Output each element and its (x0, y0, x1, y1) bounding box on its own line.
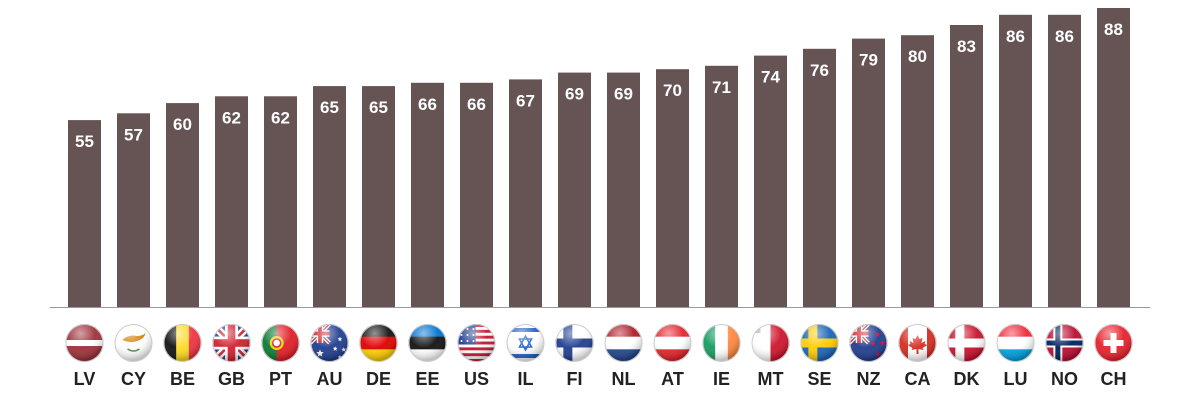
category-label-no: NO (1051, 369, 1078, 389)
category-labels-group: LV CY BE GB PT AU DE EE US IL FI NL AT IE MT SE NZ CA DK LU… (74, 369, 1127, 389)
category-label-at: AT (661, 369, 684, 389)
flag-lv-icon (65, 324, 104, 362)
category-label-gb: GB (218, 369, 245, 389)
bar-be (166, 103, 199, 307)
bar-ie (705, 65, 738, 307)
value-label-pt: 62 (271, 108, 290, 127)
bar-lu (999, 14, 1032, 308)
value-label-at: 70 (663, 81, 682, 100)
flag-ch-icon (1094, 324, 1133, 362)
value-label-dk: 83 (957, 37, 976, 56)
bar-nl (607, 72, 640, 307)
value-label-gb: 62 (222, 108, 241, 127)
flag-dk-icon (947, 324, 986, 362)
category-label-cy: CY (121, 369, 146, 389)
bar-ch (1097, 8, 1130, 307)
value-label-fi: 69 (565, 85, 584, 104)
value-label-se: 76 (810, 61, 829, 80)
bar-fi (558, 72, 591, 307)
bar-de (362, 86, 395, 307)
value-label-nz: 79 (859, 51, 878, 70)
category-label-ch: CH (1101, 369, 1127, 389)
value-label-lu: 86 (1006, 27, 1025, 46)
flag-no-icon (1045, 324, 1084, 362)
value-label-be: 60 (173, 115, 192, 134)
value-label-lv: 55 (75, 132, 94, 151)
value-label-il: 67 (516, 91, 535, 110)
bar-at (656, 69, 689, 307)
category-label-fi: FI (567, 369, 583, 389)
flag-se-icon (800, 324, 839, 362)
bar-dk (950, 25, 983, 307)
value-label-cy: 57 (124, 125, 143, 144)
category-label-nl: NL (612, 369, 636, 389)
flag-mt-icon (751, 324, 790, 362)
flag-ca-icon (898, 324, 937, 362)
category-label-se: SE (807, 369, 831, 389)
category-label-ee: EE (415, 369, 439, 389)
category-label-mt: MT (758, 369, 784, 389)
flag-fi-icon (555, 324, 594, 362)
flag-il-icon (506, 324, 545, 362)
category-label-be: BE (170, 369, 195, 389)
value-label-ee: 66 (418, 95, 437, 114)
bar-us (460, 82, 493, 308)
bar-pt (264, 96, 297, 307)
category-label-il: IL (518, 369, 534, 389)
category-label-lv: LV (74, 369, 96, 389)
bar-cy (117, 113, 150, 307)
value-label-mt: 74 (761, 68, 780, 87)
flag-ee-icon (408, 324, 447, 362)
flag-pt-icon (261, 324, 300, 362)
category-label-de: DE (366, 369, 391, 389)
bar-mt (754, 55, 787, 307)
bar-nz (852, 38, 885, 307)
value-label-au: 65 (320, 98, 339, 117)
value-label-ch: 88 (1104, 20, 1123, 39)
bar-lv (68, 120, 101, 307)
bar-ca (901, 35, 934, 307)
value-label-ie: 71 (712, 78, 731, 97)
category-label-nz: NZ (857, 369, 881, 389)
value-label-nl: 69 (614, 85, 633, 104)
bar-no (1048, 14, 1081, 308)
flag-cy-icon (114, 324, 153, 362)
bar-au (313, 86, 346, 307)
flag-gb-icon (212, 324, 251, 362)
value-label-us: 66 (467, 95, 486, 114)
category-label-au: AU (317, 369, 343, 389)
flags-group (65, 324, 1133, 362)
bar-il (509, 79, 542, 308)
flag-us-icon (457, 324, 496, 362)
value-label-ca: 80 (908, 47, 927, 66)
bar-gb (215, 96, 248, 307)
category-label-us: US (464, 369, 489, 389)
category-label-pt: PT (269, 369, 292, 389)
category-label-dk: DK (954, 369, 980, 389)
category-label-lu: LU (1004, 369, 1028, 389)
value-label-de: 65 (369, 98, 388, 117)
value-label-no: 86 (1055, 27, 1074, 46)
bar-ee (411, 82, 444, 308)
category-label-ca: CA (905, 369, 931, 389)
flag-au-icon (310, 324, 349, 362)
bars-group: 55 57 60 62 62 65 65 66 66 67 69 69 70 71 74 76 79 80 83 86… (68, 8, 1130, 308)
bar-se (803, 48, 836, 308)
category-label-ie: IE (713, 369, 730, 389)
